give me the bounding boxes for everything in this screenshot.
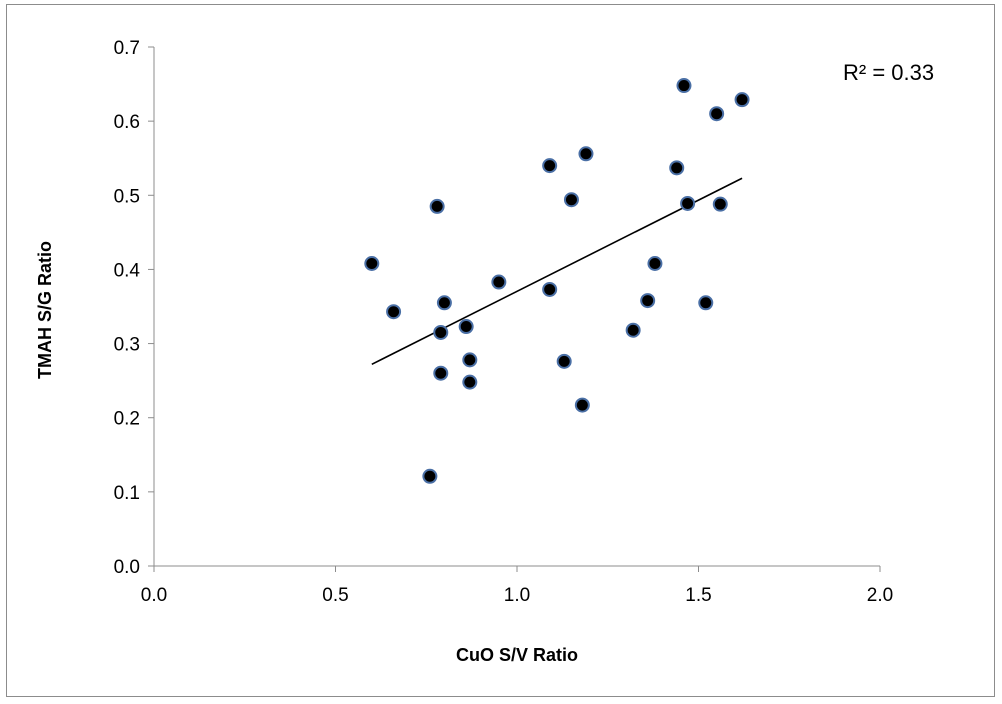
x-axis-ticks: 0.0 0.5 1.0 1.5 2.0 [141,566,893,606]
y-tick-label: 0.2 [114,409,140,430]
x-tick-label: 0.5 [322,585,348,606]
data-point [563,192,579,208]
x-axis-title: CuO S/V Ratio [456,645,578,665]
data-points [364,78,750,484]
y-tick-label: 0.7 [114,38,140,59]
data-point [647,255,663,271]
x-tick-label: 0.0 [141,585,167,606]
data-point [433,365,449,381]
data-point [491,274,507,290]
data-point [422,468,438,484]
y-tick-label: 0.5 [114,186,140,207]
data-point [436,295,452,311]
y-tick-label: 0.6 [114,112,140,133]
x-tick-label: 1.0 [504,585,530,606]
y-tick-label: 0.1 [114,483,140,504]
data-point [709,106,725,122]
chart-frame: 0.0 0.5 1.0 1.5 2.0 0.0 0.1 0.2 0.3 0.4 0.5 0.6 0.7… [6,4,995,697]
scatter-chart: 0.0 0.5 1.0 1.5 2.0 0.0 0.1 0.2 0.3 0.4 0.5 0.6 0.7… [35,38,934,665]
data-point [462,352,478,368]
data-point [578,146,594,162]
r-squared-annotation: R² = 0.33 [843,60,934,85]
data-point [556,353,572,369]
data-point [669,160,685,176]
x-tick-label: 1.5 [685,585,711,606]
data-point [462,374,478,390]
data-point [433,324,449,340]
y-tick-label: 0.4 [114,260,141,281]
data-point [676,78,692,94]
y-axis-ticks: 0.0 0.1 0.2 0.3 0.4 0.5 0.6 0.7 [114,38,154,578]
data-point [625,322,641,338]
data-point [542,158,558,174]
data-point [680,195,696,211]
data-point [429,198,445,214]
y-axis-title: TMAH S/G Ratio [35,241,55,379]
data-point [734,92,750,108]
axes [153,47,880,567]
data-point [542,281,558,297]
data-point [640,293,656,309]
data-point [364,255,380,271]
y-tick-label: 0.0 [114,557,140,578]
data-point [712,196,728,212]
data-point [386,304,402,320]
data-point [458,319,474,335]
data-point [574,397,590,413]
y-tick-label: 0.3 [114,335,140,356]
data-point [698,295,714,311]
x-tick-label: 2.0 [867,585,893,606]
